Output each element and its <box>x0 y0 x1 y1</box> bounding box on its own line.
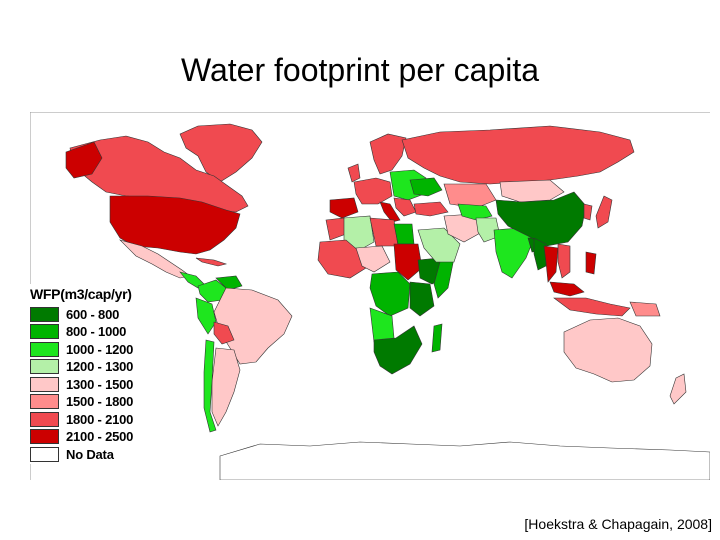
legend-swatch <box>30 376 59 392</box>
region-myanmar <box>533 237 547 271</box>
region-china <box>495 191 587 247</box>
legend-label: 600 - 800 <box>66 306 120 322</box>
region-scandinavia <box>369 133 407 175</box>
legend-label: 2100 - 2500 <box>66 429 134 444</box>
region-balkans <box>393 197 417 217</box>
legend-swatch <box>30 446 59 462</box>
region-argentina <box>211 347 241 427</box>
legend-swatch <box>30 306 59 322</box>
legend-item-1500-1800: 1500 - 1800 <box>30 394 133 410</box>
region-iberia <box>329 197 359 219</box>
region-australia <box>563 317 653 383</box>
world-map <box>30 112 710 480</box>
legend-swatch <box>30 429 59 444</box>
legend-label: 1000 - 1200 <box>66 341 134 357</box>
region-southern-africa <box>373 325 423 375</box>
legend-item-1300-1500: 1300 - 1500 <box>30 376 133 392</box>
region-thailand <box>543 245 559 283</box>
legend-label: 1500 - 1800 <box>66 394 134 409</box>
region-madagascar <box>431 323 443 353</box>
legend-item-800-1000: 800 - 1000 <box>30 324 126 340</box>
region-malaysia <box>549 281 585 297</box>
region-east-africa <box>409 281 435 317</box>
region-italy <box>379 201 401 223</box>
legend-swatch <box>30 324 59 339</box>
region-russia <box>401 125 635 185</box>
legend-item-1800-2100: 1800 - 2100 <box>30 411 133 427</box>
legend-label: 800 - 1000 <box>66 324 127 339</box>
region-caribbean <box>195 257 228 267</box>
region-kazakhstan <box>443 183 497 209</box>
region-antarctica <box>219 441 710 480</box>
region-vietnam <box>557 243 571 279</box>
region-ukraine <box>409 177 443 197</box>
region-new-zealand <box>669 373 687 405</box>
legend-item-600-800: 600 - 800 <box>30 306 119 322</box>
legend-item-2100-2500: 2100 - 2500 <box>30 429 133 445</box>
legend-title: WFP(m3/cap/yr) <box>30 286 132 302</box>
region-sudan <box>393 243 423 281</box>
region-morocco <box>325 217 347 241</box>
region-mongolia <box>499 179 565 203</box>
region-sahel <box>355 245 391 273</box>
world-map-svg <box>30 112 710 480</box>
legend-swatch <box>30 359 59 374</box>
legend-label: 1200 - 1300 <box>66 359 134 374</box>
region-arabia <box>417 227 461 263</box>
region-west-europe <box>353 177 393 205</box>
region-philippines <box>585 251 597 275</box>
legend-label: No Data <box>66 446 114 462</box>
region-papua <box>629 301 661 317</box>
map-title: Water footprint per capita <box>180 52 540 88</box>
map-legend: WFP(m3/cap/yr) 600 - 800 800 - 1000 1000… <box>28 284 168 464</box>
region-venezuela <box>215 275 243 291</box>
region-west-africa <box>317 239 367 279</box>
legend-label: 1800 - 2100 <box>66 411 134 427</box>
citation: [Hoekstra & Chapagain, 2008] <box>524 516 712 532</box>
region-indonesia <box>553 297 631 317</box>
region-korea <box>583 203 593 221</box>
region-alaska <box>65 141 103 179</box>
region-peru <box>195 297 217 335</box>
legend-item-1200-1300: 1200 - 1300 <box>30 359 133 375</box>
region-algeria <box>343 215 375 253</box>
region-turkey <box>413 201 449 217</box>
region-uk <box>347 163 361 183</box>
region-bolivia <box>213 321 235 345</box>
legend-label: 1300 - 1500 <box>66 376 134 392</box>
legend-swatch <box>30 341 59 357</box>
region-canada <box>69 135 249 213</box>
legend-item-no-data: No Data <box>30 446 114 462</box>
region-japan <box>595 195 613 229</box>
legend-swatch <box>30 394 59 409</box>
legend-item-1000-1200: 1000 - 1200 <box>30 341 133 357</box>
legend-swatch <box>30 411 59 427</box>
region-pakistan <box>475 217 501 243</box>
region-greenland <box>179 123 263 183</box>
region-chile <box>203 339 217 433</box>
region-congo <box>369 271 411 317</box>
